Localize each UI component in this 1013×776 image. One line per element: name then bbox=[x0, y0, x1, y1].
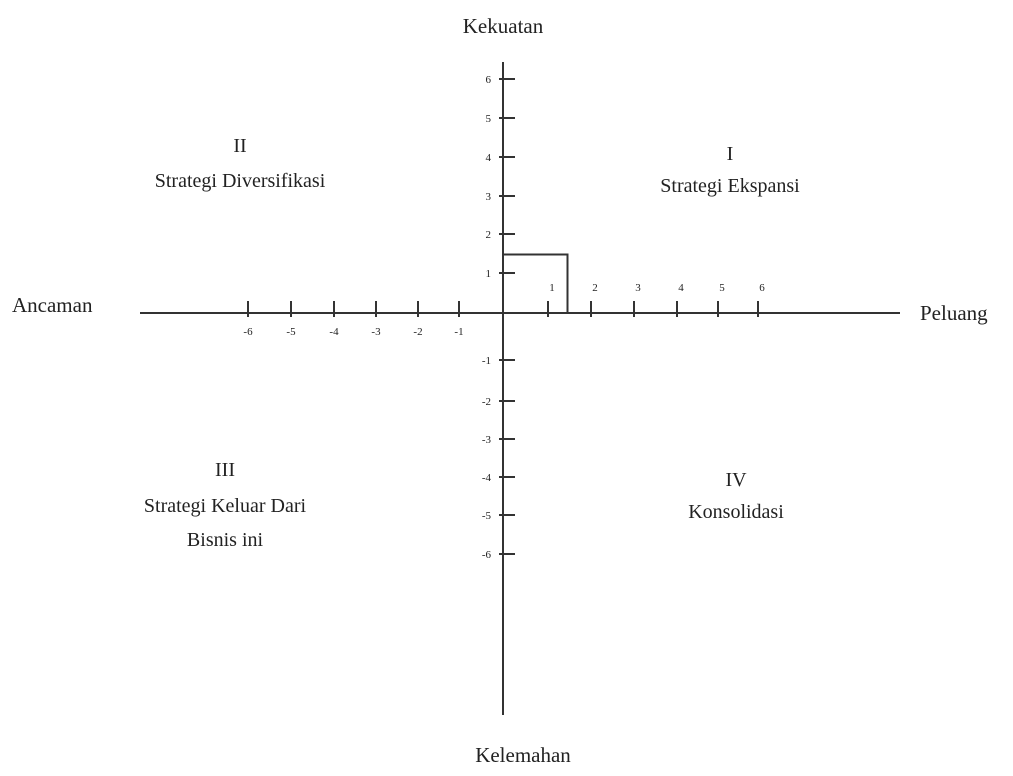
y-tick-label-neg-3: -3 bbox=[482, 434, 492, 446]
y-tick-label-neg-2: -2 bbox=[482, 396, 491, 408]
x-tick-label-neg-3: -3 bbox=[371, 326, 381, 338]
x-tick-label-neg-1: -1 bbox=[454, 326, 463, 338]
x-tick-label-pos-1: 1 bbox=[549, 282, 555, 294]
y-tick-label-pos-2: 2 bbox=[486, 229, 492, 241]
quadrant-3-label-line-2: Bisnis ini bbox=[187, 529, 264, 551]
quadrant-1-label: Strategi Ekspansi bbox=[660, 175, 800, 197]
x-tick-label-pos-2: 2 bbox=[592, 282, 598, 294]
axis-title-top: Kekuatan bbox=[463, 14, 544, 38]
x-tick-label-neg-2: -2 bbox=[413, 326, 422, 338]
axis-ticks: 1 2 3 4 5 6 -6 -5 -4 -3 -2 -1 6 5 4 3 2 1 -1 -2 -3 -4 -5 -6 bbox=[243, 74, 765, 561]
x-tick-label-pos-4: 4 bbox=[678, 282, 684, 294]
axis-title-right: Peluang bbox=[920, 301, 988, 325]
axis-title-left: Ancaman bbox=[12, 293, 93, 317]
quadrant-3-numeral: III bbox=[215, 459, 235, 481]
y-tick-label-neg-6: -6 bbox=[482, 549, 492, 561]
quadrant-2-label: Strategi Diversifikasi bbox=[155, 170, 326, 192]
y-tick-label-neg-4: -4 bbox=[482, 472, 492, 484]
y-tick-label-pos-5: 5 bbox=[486, 113, 492, 125]
y-tick-label-pos-4: 4 bbox=[486, 152, 492, 164]
x-tick-label-neg-4: -4 bbox=[329, 326, 339, 338]
quadrant-3-label-line-1: Strategi Keluar Dari bbox=[144, 495, 307, 517]
x-tick-label-pos-5: 5 bbox=[719, 282, 725, 294]
y-tick-label-neg-5: -5 bbox=[482, 510, 492, 522]
quadrant-2-numeral: II bbox=[233, 135, 246, 157]
quadrant-4-numeral: IV bbox=[725, 469, 747, 491]
y-tick-label-pos-1: 1 bbox=[486, 268, 492, 280]
quadrant-4-label: Konsolidasi bbox=[688, 501, 784, 523]
y-tick-label-pos-6: 6 bbox=[486, 74, 492, 86]
x-tick-label-neg-6: -6 bbox=[243, 326, 253, 338]
x-tick-label-neg-5: -5 bbox=[286, 326, 296, 338]
y-tick-label-pos-3: 3 bbox=[486, 191, 492, 203]
x-tick-label-pos-3: 3 bbox=[635, 282, 641, 294]
axis-title-bottom: Kelemahan bbox=[475, 743, 571, 767]
position-marker bbox=[502, 253, 569, 314]
position-box bbox=[502, 253, 569, 314]
x-tick-label-pos-6: 6 bbox=[759, 282, 765, 294]
quadrant-1-numeral: I bbox=[727, 143, 734, 165]
y-tick-label-neg-1: -1 bbox=[482, 355, 491, 367]
